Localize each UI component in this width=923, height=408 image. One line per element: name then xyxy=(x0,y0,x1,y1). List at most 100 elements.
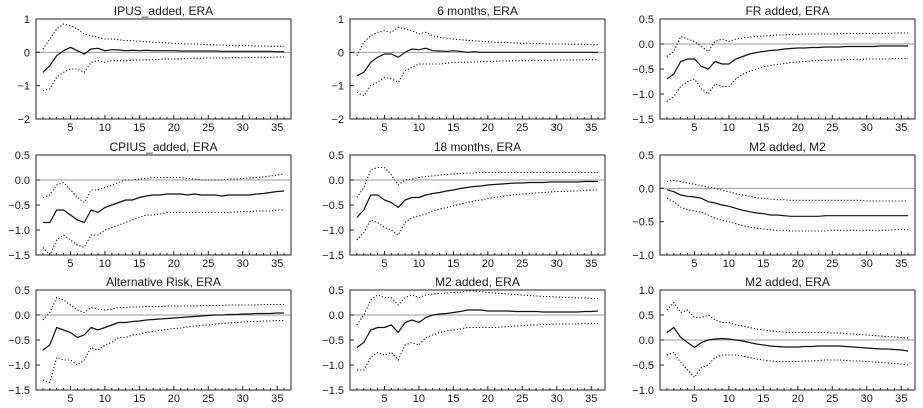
y-tick-label: −1.5 xyxy=(322,250,344,262)
x-tick-label: 35 xyxy=(895,122,907,134)
x-tick-label: 10 xyxy=(723,122,735,134)
x-tick-label: 20 xyxy=(168,393,180,405)
y-tick-label: −1.5 xyxy=(632,114,654,126)
x-tick-label: 10 xyxy=(413,393,425,405)
chart-panel: M2 added, M2 0.5 0.0 −0.5 −1.0 5 10 15 20 25 30 35 xyxy=(632,140,916,270)
x-tick-label: 15 xyxy=(447,122,459,134)
y-tick-label: 0.5 xyxy=(639,150,654,162)
x-tick-label: 15 xyxy=(757,258,769,270)
x-tick-label: 15 xyxy=(757,122,769,134)
y-tick-label: −1.0 xyxy=(8,360,30,372)
confidence-band-line xyxy=(356,189,599,241)
y-tick-label: −1.0 xyxy=(632,89,654,101)
y-tick-label: −2 xyxy=(331,114,344,126)
x-tick-label: 30 xyxy=(237,393,249,405)
confidence-band-line xyxy=(666,351,909,379)
x-tick-label: 20 xyxy=(792,393,804,405)
confidence-band-line xyxy=(356,59,599,97)
response-line xyxy=(42,312,285,351)
chart-panel: Alternative Risk, ERA 0.5 0.0 −0.5 −1.0 −1.5 5… xyxy=(8,275,292,405)
y-tick-label: −1 xyxy=(17,81,30,93)
x-tick-label: 35 xyxy=(271,122,283,134)
plot-frame xyxy=(659,18,916,120)
y-tick-label: 0.0 xyxy=(15,175,30,187)
plot-frame xyxy=(349,154,606,256)
y-tick-label: −0.5 xyxy=(8,335,30,347)
y-tick-label: 1 xyxy=(338,14,344,26)
x-tick-label: 5 xyxy=(691,122,697,134)
confidence-band-line xyxy=(666,301,909,339)
x-tick-label: 5 xyxy=(381,393,387,405)
x-tick-label: 35 xyxy=(895,258,907,270)
x-tick-label: 10 xyxy=(99,258,111,270)
x-tick-label: 20 xyxy=(792,122,804,134)
y-tick-label: −0.5 xyxy=(8,200,30,212)
y-tick-label: −0.5 xyxy=(632,64,654,76)
confidence-band-line xyxy=(42,23,285,50)
chart-title: 6 months, ERA xyxy=(437,4,518,18)
y-tick-label: −1.0 xyxy=(322,225,344,237)
chart-panel: FR added, ERA 0.5 0.0 −0.5 −1.0 −1.5 5 10 15 20 25… xyxy=(632,4,916,134)
x-tick-label: 10 xyxy=(413,122,425,134)
x-tick-label: 20 xyxy=(482,258,494,270)
y-tick-label: 0.0 xyxy=(639,335,654,347)
confidence-band-line xyxy=(356,290,599,326)
y-tick-label: −0.5 xyxy=(632,360,654,372)
confidence-band-line xyxy=(42,173,285,204)
y-tick-label: 0.0 xyxy=(15,310,30,322)
chart-title: Alternative Risk, ERA xyxy=(106,275,221,289)
response-line xyxy=(666,45,909,80)
x-tick-label: 25 xyxy=(202,393,214,405)
x-tick-label: 5 xyxy=(381,122,387,134)
x-tick-label: 15 xyxy=(133,393,145,405)
y-tick-label: −0.5 xyxy=(322,200,344,212)
plot-frame xyxy=(35,18,292,120)
confidence-band-line xyxy=(42,56,285,92)
chart-title: CPIUS_added, ERA xyxy=(109,140,217,154)
y-tick-label: 0.5 xyxy=(15,285,30,297)
x-tick-label: 30 xyxy=(551,122,563,134)
y-tick-label: 0.5 xyxy=(639,14,654,26)
chart-panel: M2 added, ERA 1.0 0.5 0.0 −0.5 −1.0 5 10 15 20 25 3… xyxy=(632,275,916,405)
y-tick-label: −1.0 xyxy=(632,250,654,262)
chart-title: M2 added, ERA xyxy=(745,275,830,289)
x-tick-label: 15 xyxy=(447,258,459,270)
plot-frame xyxy=(349,18,606,120)
y-tick-label: −0.5 xyxy=(632,217,654,229)
y-tick-label: 0.0 xyxy=(329,310,344,322)
response-line xyxy=(356,47,599,77)
x-tick-label: 10 xyxy=(99,122,111,134)
x-tick-label: 25 xyxy=(516,258,528,270)
chart-title: M2 added, ERA xyxy=(435,275,520,289)
x-tick-label: 30 xyxy=(237,122,249,134)
x-tick-label: 25 xyxy=(516,393,528,405)
x-tick-label: 25 xyxy=(516,122,528,134)
y-tick-label: −1.0 xyxy=(8,225,30,237)
chart-panel: M2 added, ERA 0.5 0.0 −0.5 −1.0 −1.5 5 10 15 20 25… xyxy=(322,275,606,405)
confidence-band-line xyxy=(666,57,909,102)
response-line xyxy=(356,309,599,348)
chart-title: M2 added, M2 xyxy=(749,140,826,154)
y-tick-label: 0.5 xyxy=(639,310,654,322)
plot-frame xyxy=(35,289,292,391)
x-tick-label: 10 xyxy=(413,258,425,270)
x-tick-label: 20 xyxy=(482,393,494,405)
y-tick-label: −1.5 xyxy=(8,250,30,262)
response-line xyxy=(356,180,599,218)
x-tick-label: 25 xyxy=(202,258,214,270)
confidence-band-line xyxy=(666,197,909,232)
y-tick-label: −1.0 xyxy=(322,360,344,372)
x-tick-label: 25 xyxy=(826,258,838,270)
x-tick-label: 35 xyxy=(585,122,597,134)
x-tick-label: 35 xyxy=(271,393,283,405)
chart-title: IPUS_added, ERA xyxy=(114,4,213,18)
y-tick-label: 1.0 xyxy=(639,285,654,297)
y-tick-label: −1 xyxy=(331,81,344,93)
y-tick-label: 0 xyxy=(24,47,30,59)
plot-frame xyxy=(659,154,916,256)
y-tick-label: 0.0 xyxy=(329,175,344,187)
confidence-band-line xyxy=(42,209,285,256)
x-tick-label: 35 xyxy=(585,393,597,405)
